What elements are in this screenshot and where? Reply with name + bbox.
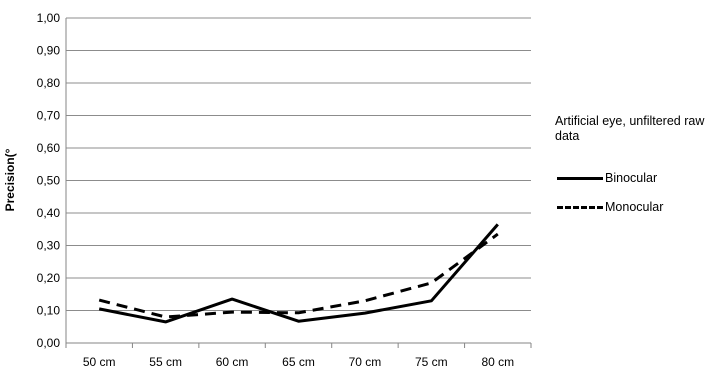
- series-line-monocular: [98, 232, 499, 319]
- gridlines: [65, 17, 531, 344]
- y-tick-label: 1,00: [37, 11, 61, 25]
- legend-label-monocular: Monocular: [605, 200, 664, 214]
- y-tick-labels: 0,00 0,10 0,20 0,30 0,40 0,50 0,60 0,70 0,80 0,90…: [37, 11, 61, 350]
- x-tick-label: 55 cm: [149, 355, 182, 369]
- y-tick-label: 0,50: [37, 174, 61, 188]
- y-tick-label: 0,40: [37, 206, 61, 220]
- x-tick-labels: 50 cm 55 cm 60 cm 65 cm 70 cm 75 cm 80 cm: [65, 343, 532, 369]
- legend-item-binocular: Binocular: [557, 170, 657, 186]
- series-line-binocular: [98, 223, 499, 324]
- y-tick-label: 0,80: [37, 76, 61, 90]
- y-axis-label: Precision(°: [3, 148, 17, 211]
- legend-label-binocular: Binocular: [605, 171, 658, 185]
- y-tick-label: 0,10: [37, 304, 61, 318]
- y-tick-label: 0,00: [37, 336, 61, 350]
- x-tick-label: 65 cm: [282, 355, 315, 369]
- y-tick-label: 0,30: [37, 239, 61, 253]
- x-tick-label: 80 cm: [481, 355, 514, 369]
- series-lines: [98, 223, 499, 324]
- y-tick-label: 0,20: [37, 271, 61, 285]
- legend-swatch-solid: [557, 176, 603, 180]
- x-tick-label: 70 cm: [349, 355, 382, 369]
- y-tick-label: 0,70: [37, 109, 61, 123]
- x-tick-label: 50 cm: [83, 355, 116, 369]
- y-tick-label: 0,90: [37, 44, 61, 58]
- legend-swatch-dashed: [557, 205, 603, 209]
- x-tick-label: 60 cm: [216, 355, 249, 369]
- legend-title: Artificial eye, unfiltered raw data: [555, 114, 705, 143]
- x-tick-label: 75 cm: [415, 355, 448, 369]
- y-tick-label: 0,60: [37, 141, 61, 155]
- legend-item-monocular: Monocular: [557, 199, 663, 215]
